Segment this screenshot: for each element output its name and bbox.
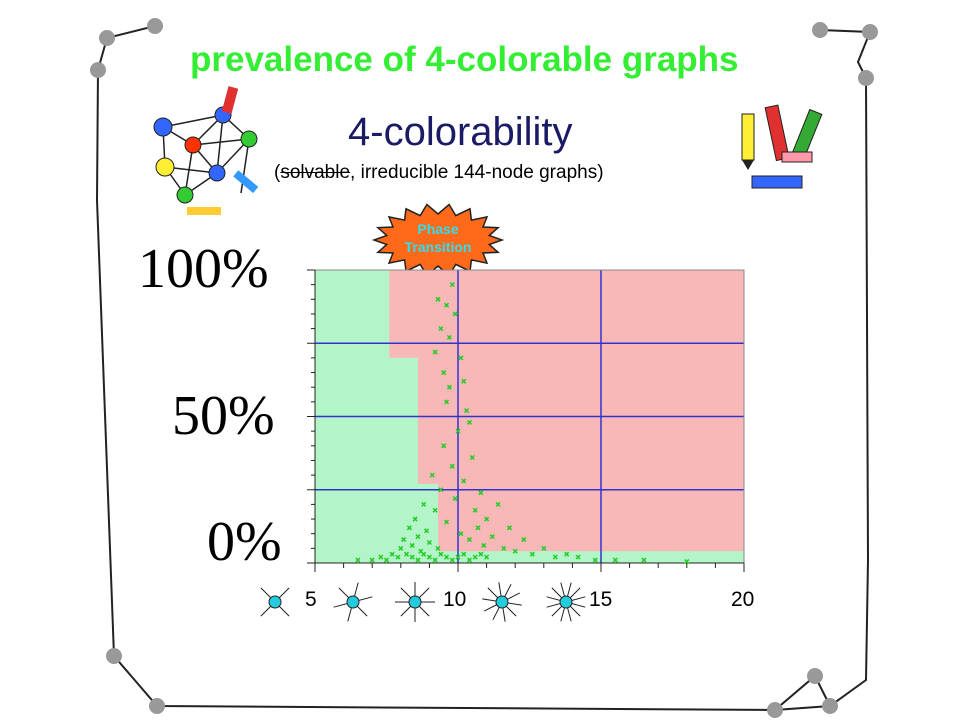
caption-rest: , irreducible 144-node graphs) — [350, 162, 604, 183]
caption-struck-word: solvable — [280, 162, 351, 183]
x-tick-label-5: 5 — [305, 588, 317, 611]
y-tick-label-0: 0% — [207, 511, 282, 573]
colored-graph-icon — [153, 86, 259, 215]
badge-line1: Phase — [417, 221, 458, 237]
frame-node-markers — [90, 18, 878, 718]
caption-open-paren: ( — [274, 162, 281, 183]
pencils-icon — [741, 104, 823, 189]
x-tick-label-20: 20 — [731, 588, 755, 611]
badge-line2: Transition — [405, 239, 472, 255]
page-title: prevalence of 4-colorable graphs — [190, 40, 739, 79]
chart-subtitle: 4-colorability — [348, 110, 573, 154]
x-tick-label-15: 15 — [589, 588, 613, 611]
phase-transition-badge: Phase Transition — [371, 203, 505, 277]
y-tick-label-50: 50% — [172, 385, 275, 447]
y-tick-label-100: 100% — [138, 238, 269, 300]
chart-caption: (solvable, irreducible 144-node graphs) — [274, 162, 604, 184]
x-tick-label-10: 10 — [443, 588, 467, 611]
